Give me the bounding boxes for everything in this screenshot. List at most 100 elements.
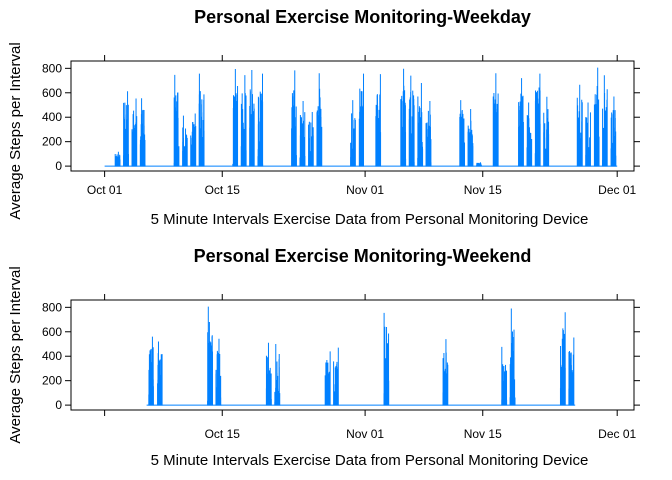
- weekend-y-tick-label: 400: [42, 349, 62, 363]
- weekday-x-tick-label: Nov 15: [464, 183, 502, 197]
- weekday-day-activity: [240, 75, 247, 167]
- weekday-chart-title: Personal Exercise Monitoring-Weekday: [194, 7, 531, 27]
- weekday-day-activity: [198, 73, 205, 167]
- weekday-day-activity: [123, 91, 129, 167]
- weekend-day-activity: [333, 347, 339, 406]
- weekend-day-spikes: [215, 338, 222, 406]
- weekend-y-tick-label: 600: [42, 325, 62, 339]
- weekend-x-axis-label: 5 Minute Intervals Exercise Data from Pe…: [151, 452, 589, 469]
- weekday-day-activity: [408, 75, 415, 167]
- weekday-x-tick-label: Oct 15: [205, 183, 241, 197]
- weekday-day-spikes: [131, 98, 138, 167]
- weekend-day-spikes: [333, 347, 339, 406]
- weekend-y-tick-label: 800: [42, 300, 62, 314]
- weekend-day-activity: [265, 342, 272, 406]
- weekend-day-spikes: [207, 306, 214, 406]
- weekend-x-tick-label: Nov 15: [464, 427, 502, 441]
- weekend-x-tick-label: Nov 01: [346, 427, 384, 441]
- weekday-day-activity: [308, 111, 314, 167]
- weekend-x-tick-label: Dec 01: [598, 427, 636, 441]
- weekday-y-tick-label: 400: [42, 110, 62, 124]
- weekday-day-spikes: [232, 68, 239, 167]
- weekend-day-spikes: [274, 344, 281, 406]
- weekend-day-spikes: [383, 312, 390, 406]
- weekday-day-activity: [492, 73, 499, 167]
- weekday-day-spikes: [198, 73, 205, 167]
- weekday-day-activity: [543, 96, 550, 167]
- weekend-day-spikes: [501, 346, 508, 406]
- weekday-panel: Personal Exercise Monitoring-Weekday 0 200…: [7, 7, 640, 228]
- weekday-day-activity: [601, 75, 608, 167]
- weekend-day-activity: [383, 312, 390, 406]
- weekday-day-spikes: [425, 100, 432, 167]
- weekday-day-spikes: [308, 111, 314, 167]
- weekday-y-tick-label: 800: [42, 61, 62, 75]
- weekend-day-spikes: [442, 339, 449, 406]
- weekday-day-spikes: [173, 74, 180, 167]
- weekend-day-activity: [207, 306, 214, 406]
- weekday-x-tick-label: Oct 01: [87, 183, 123, 197]
- weekday-day-spikes: [182, 115, 188, 167]
- weekday-day-spikes: [249, 70, 255, 167]
- weekend-y-axis-label: Average Steps per Interval: [7, 266, 24, 443]
- weekend-day-spikes: [509, 308, 516, 406]
- weekday-y-tick-label: 0: [55, 159, 62, 173]
- weekday-day-activity: [400, 68, 407, 167]
- weekday-day-spikes: [408, 75, 415, 167]
- weekend-day-spikes: [148, 336, 155, 406]
- weekday-day-spikes: [526, 102, 533, 167]
- weekday-day-activity: [114, 151, 121, 167]
- weekday-day-activity: [476, 162, 482, 167]
- weekday-day-spikes: [476, 162, 482, 167]
- weekend-y-tick-label: 200: [42, 374, 62, 388]
- weekday-day-activity: [375, 74, 382, 167]
- weekday-day-spikes: [459, 100, 466, 167]
- weekday-x-axis-label: 5 Minute Intervals Exercise Data from Pe…: [151, 211, 589, 228]
- weekday-day-activity: [139, 98, 146, 167]
- weekday-day-spikes: [190, 113, 197, 167]
- weekend-y-tick-label: 0: [55, 398, 62, 412]
- weekday-day-spikes: [593, 67, 600, 167]
- weekday-day-spikes: [534, 73, 541, 167]
- weekend-day-activity: [442, 339, 449, 406]
- weekday-day-activity: [518, 78, 524, 167]
- weekday-day-activity: [576, 84, 583, 167]
- weekend-day-spikes: [559, 312, 566, 406]
- weekend-x-tick-label: Oct 15: [205, 427, 241, 441]
- weekday-day-spikes: [492, 73, 499, 167]
- weekday-day-activity: [131, 98, 138, 167]
- weekday-day-activity: [526, 102, 533, 167]
- weekday-day-spikes: [400, 68, 407, 167]
- weekday-day-activity: [249, 70, 255, 167]
- weekend-day-spikes: [324, 351, 331, 406]
- weekday-day-spikes: [291, 70, 298, 167]
- weekday-day-activity: [467, 109, 474, 167]
- weekday-day-activity: [257, 73, 264, 167]
- weekday-day-activity: [358, 73, 365, 167]
- weekday-day-spikes: [467, 109, 474, 167]
- weekday-day-spikes: [299, 100, 306, 167]
- weekday-day-activity: [316, 73, 323, 167]
- weekday-day-activity: [610, 96, 617, 167]
- weekend-day-activity: [156, 341, 163, 406]
- weekday-x-tick-label: Dec 01: [598, 183, 636, 197]
- weekend-day-activity: [324, 351, 331, 406]
- weekend-day-activity: [215, 338, 222, 406]
- weekday-plot-frame: [70, 60, 635, 172]
- weekday-day-spikes: [543, 96, 550, 167]
- weekend-day-activity: [568, 337, 575, 406]
- weekday-day-activity: [350, 100, 356, 167]
- weekday-day-spikes: [375, 74, 382, 167]
- weekday-x-tick-label: Nov 01: [346, 183, 384, 197]
- weekday-day-activity: [232, 68, 239, 167]
- weekday-day-spikes: [417, 83, 424, 167]
- weekend-day-activity: [501, 346, 508, 406]
- weekend-day-activity: [148, 336, 155, 406]
- weekday-day-spikes: [139, 98, 146, 167]
- weekday-y-tick-label: 600: [42, 86, 62, 100]
- weekday-day-spikes: [240, 75, 247, 167]
- weekday-y-axis-label: Average Steps per Interval: [7, 42, 24, 219]
- weekend-day-activity: [559, 312, 566, 406]
- weekday-day-spikes: [518, 78, 524, 167]
